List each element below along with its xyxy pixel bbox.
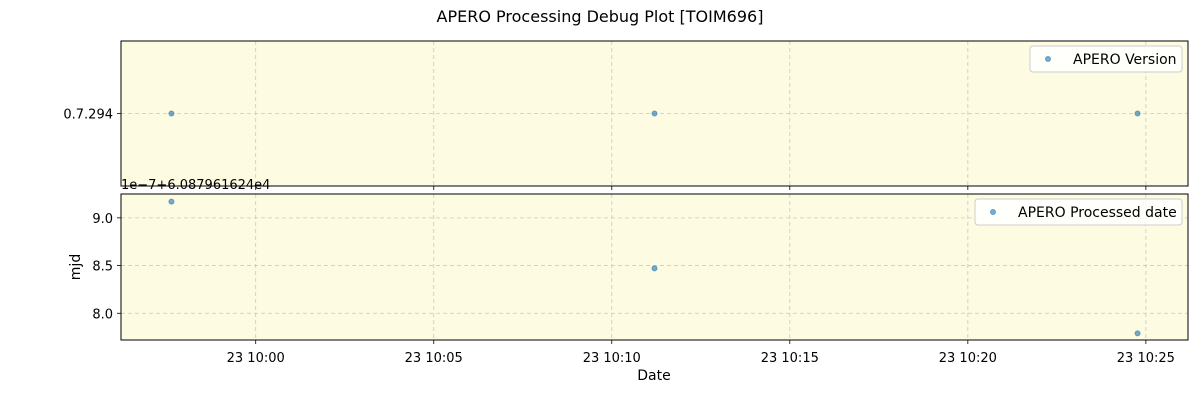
y-tick-label: 8.5 — [92, 260, 113, 275]
version-legend: APERO Version — [1029, 45, 1183, 73]
x-tick-label: 23 10:00 — [227, 351, 285, 366]
y-axis-label: mjd — [68, 254, 84, 280]
figure-title: APERO Processing Debug Plot [TOIM696] — [437, 7, 764, 26]
version-legend-marker — [1045, 56, 1051, 62]
processed-date-data-point — [168, 198, 175, 205]
y-tick-label: 0.7.294 — [63, 108, 113, 123]
x-tick-label: 23 10:20 — [939, 351, 997, 366]
y-tick-label: 9.0 — [92, 212, 113, 227]
x-tick-label: 23 10:05 — [405, 351, 463, 366]
processed-date-legend-marker — [990, 209, 996, 215]
processed-date-plot-frame — [120, 193, 1189, 341]
x-tick-label: 23 10:15 — [761, 351, 819, 366]
processed-date-data-point — [651, 265, 658, 272]
processed-date-legend: APERO Processed date — [974, 198, 1183, 226]
processed-date-data-point — [1134, 330, 1141, 337]
version-data-point — [168, 110, 175, 117]
version-legend-label: APERO Version — [1073, 52, 1177, 68]
processed-date-legend-label: APERO Processed date — [1018, 205, 1177, 221]
version-data-point — [651, 110, 658, 117]
processed-date-panel: 8.0 8.5 9.0 23 10:00 23 10:05 23 10:10 23 10:… — [68, 178, 1189, 384]
y-tick-label: 8.0 — [92, 307, 113, 322]
x-tick-label: 23 10:25 — [1117, 351, 1175, 366]
version-panel: 0.7.294 APERO Version — [63, 40, 1189, 190]
x-tick-label: 23 10:10 — [583, 351, 641, 366]
x-axis-label: Date — [637, 368, 670, 384]
y-offset-label: 1e−7+6.087961624e4 — [121, 178, 270, 193]
version-data-point — [1134, 110, 1141, 117]
